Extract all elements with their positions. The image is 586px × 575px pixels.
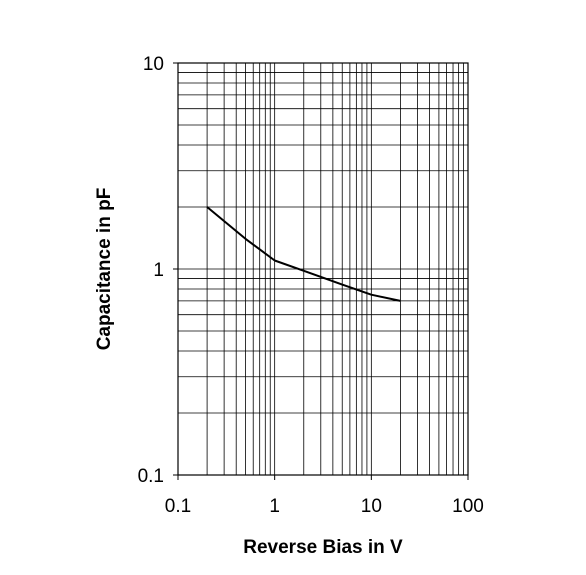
series-group [206, 206, 401, 302]
x-tick-label: 100 [452, 496, 484, 517]
x-axis-title: Reverse Bias in V [243, 537, 403, 558]
y-tick-label: 1 [153, 260, 164, 281]
grid-lines [173, 62, 469, 480]
y-tick-label: 10 [143, 54, 164, 75]
y-tick-label: 0.1 [138, 466, 164, 487]
x-tick-label: 0.1 [165, 496, 191, 517]
y-tick-labels: 0.1 1 10 [138, 54, 164, 487]
series-line [206, 206, 401, 302]
plot-frame [177, 62, 469, 476]
y-axis-title: Capacitance in pF [94, 188, 115, 351]
x-tick-label: 10 [361, 496, 382, 517]
x-tick-labels: 0.1 1 10 100 [165, 496, 484, 517]
x-tick-label: 1 [269, 496, 280, 517]
